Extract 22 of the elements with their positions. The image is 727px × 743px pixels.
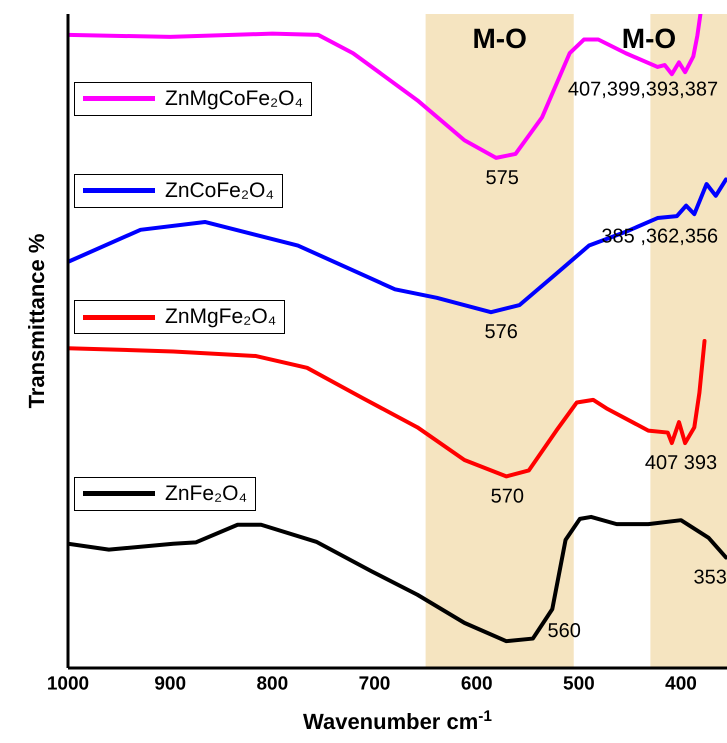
x-tick-label: 600: [460, 673, 493, 694]
legend-label: ZnMgCoFe₂O₄: [165, 86, 304, 111]
x-tick-label: 400: [665, 673, 697, 694]
annotation: 407,399,393,387: [568, 78, 718, 101]
x-tick-label: 800: [256, 673, 288, 694]
annotation: 560: [548, 620, 581, 642]
x-tick-label: 900: [154, 673, 186, 694]
annotation: 575: [486, 166, 519, 189]
x-tick-label: 1000: [46, 673, 90, 694]
annotation: 407 393: [644, 452, 718, 474]
x-axis-title: Wavenumber cm$^{-1}$: [303, 708, 492, 734]
x-tick-label: 700: [358, 673, 390, 694]
legend-label: ZnMgFe₂O₄: [165, 305, 276, 330]
legend-label: ZnFe₂O₄: [165, 482, 248, 506]
band-label: M-O: [622, 23, 676, 54]
x-tick-label: 500: [563, 673, 595, 694]
band-label: M-O: [472, 23, 527, 54]
annotation: 353: [694, 566, 727, 588]
annotation: 570: [490, 485, 524, 508]
annotation: 576: [484, 321, 518, 344]
legend-label: ZnCoFe₂O₄: [165, 178, 274, 203]
y-axis-title: Transmittance %: [24, 234, 49, 408]
